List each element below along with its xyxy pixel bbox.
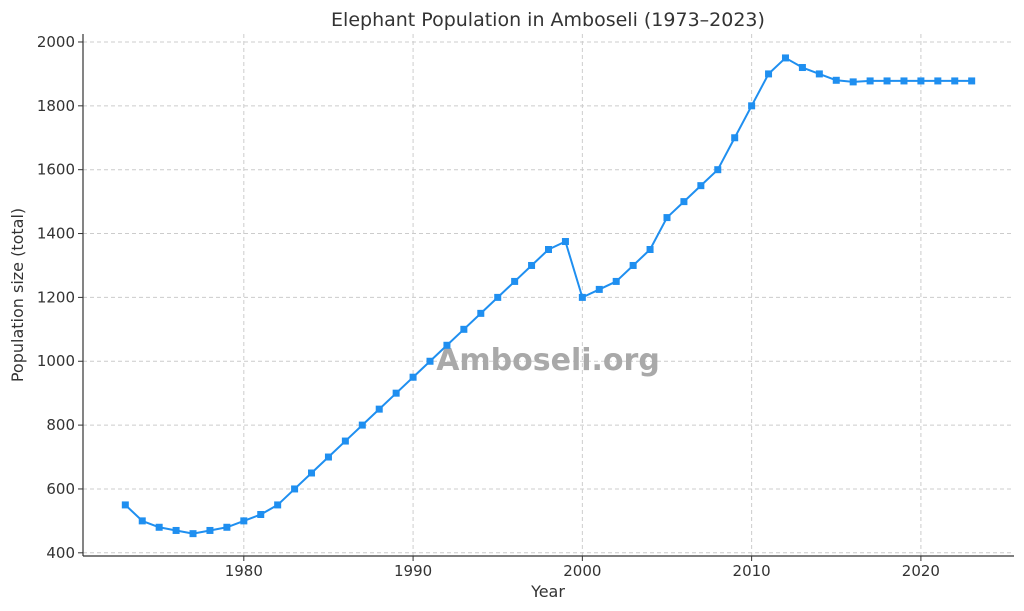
chart-title: Elephant Population in Amboseli (1973–20… [331, 9, 765, 31]
y-tick-label: 800 [46, 416, 75, 434]
x-tick-label: 2000 [563, 562, 601, 580]
data-point [511, 277, 519, 285]
data-point [477, 309, 485, 317]
watermark-text: Amboseli.org [436, 343, 660, 378]
data-point [561, 238, 569, 246]
data-point [798, 64, 806, 72]
y-tick-label: 400 [46, 544, 75, 562]
data-point [866, 77, 874, 85]
data-point [629, 261, 637, 269]
x-tick-label: 2020 [902, 562, 940, 580]
data-point [951, 77, 959, 85]
data-point [460, 325, 468, 333]
data-point [832, 76, 840, 84]
y-tick-label: 1400 [37, 225, 75, 243]
data-point [883, 77, 891, 85]
data-point [206, 526, 214, 534]
series-line [124, 56, 972, 535]
x-axis-label: Year [530, 582, 565, 601]
data-point [612, 277, 620, 285]
data-point [578, 293, 586, 301]
x-tick-label: 2010 [733, 562, 771, 580]
data-point [968, 77, 976, 85]
data-point [917, 77, 925, 85]
data-point [274, 501, 282, 509]
series-population [121, 54, 976, 538]
y-tick-label: 1800 [37, 97, 75, 115]
data-point [900, 77, 908, 85]
data-point [291, 485, 299, 493]
y-tick-label: 1200 [37, 288, 75, 306]
x-tick-label: 1990 [394, 562, 432, 580]
data-point [494, 293, 502, 301]
y-tick-label: 1000 [37, 352, 75, 370]
data-point [849, 78, 857, 86]
data-point [714, 166, 722, 174]
data-point [748, 102, 756, 110]
gridlines [83, 34, 1014, 556]
data-point [815, 70, 823, 78]
data-point [663, 214, 671, 222]
data-point [680, 198, 688, 206]
data-point [409, 373, 417, 381]
data-point [308, 469, 316, 477]
y-tick-label: 600 [46, 480, 75, 498]
y-tick-label: 2000 [37, 33, 75, 51]
data-point [358, 421, 366, 429]
data-point [934, 77, 942, 85]
data-point [595, 285, 603, 293]
data-point [155, 523, 163, 531]
data-point [341, 437, 349, 445]
data-point [781, 54, 789, 62]
x-tick-label: 1980 [225, 562, 263, 580]
data-point [375, 405, 383, 413]
data-point [545, 246, 552, 253]
y-tick-label: 1600 [37, 161, 75, 179]
data-point [138, 517, 146, 525]
data-point [223, 523, 231, 531]
data-point [392, 389, 400, 397]
data-point [765, 70, 773, 78]
data-point [731, 134, 739, 142]
data-point [646, 246, 654, 253]
data-point [697, 182, 705, 190]
data-point [528, 261, 536, 269]
data-point [324, 453, 332, 461]
axes [78, 34, 1014, 561]
data-point [443, 341, 451, 349]
data-point [426, 357, 434, 365]
data-point [172, 526, 180, 534]
data-point [189, 530, 197, 538]
data-point [240, 517, 248, 525]
tick-labels: 1980 1990 2000 2010 2020 400 600 800 1000 1200 140… [37, 33, 940, 580]
data-point [257, 511, 265, 518]
data-point [121, 501, 129, 509]
y-axis-label: Population size (total) [8, 208, 27, 382]
